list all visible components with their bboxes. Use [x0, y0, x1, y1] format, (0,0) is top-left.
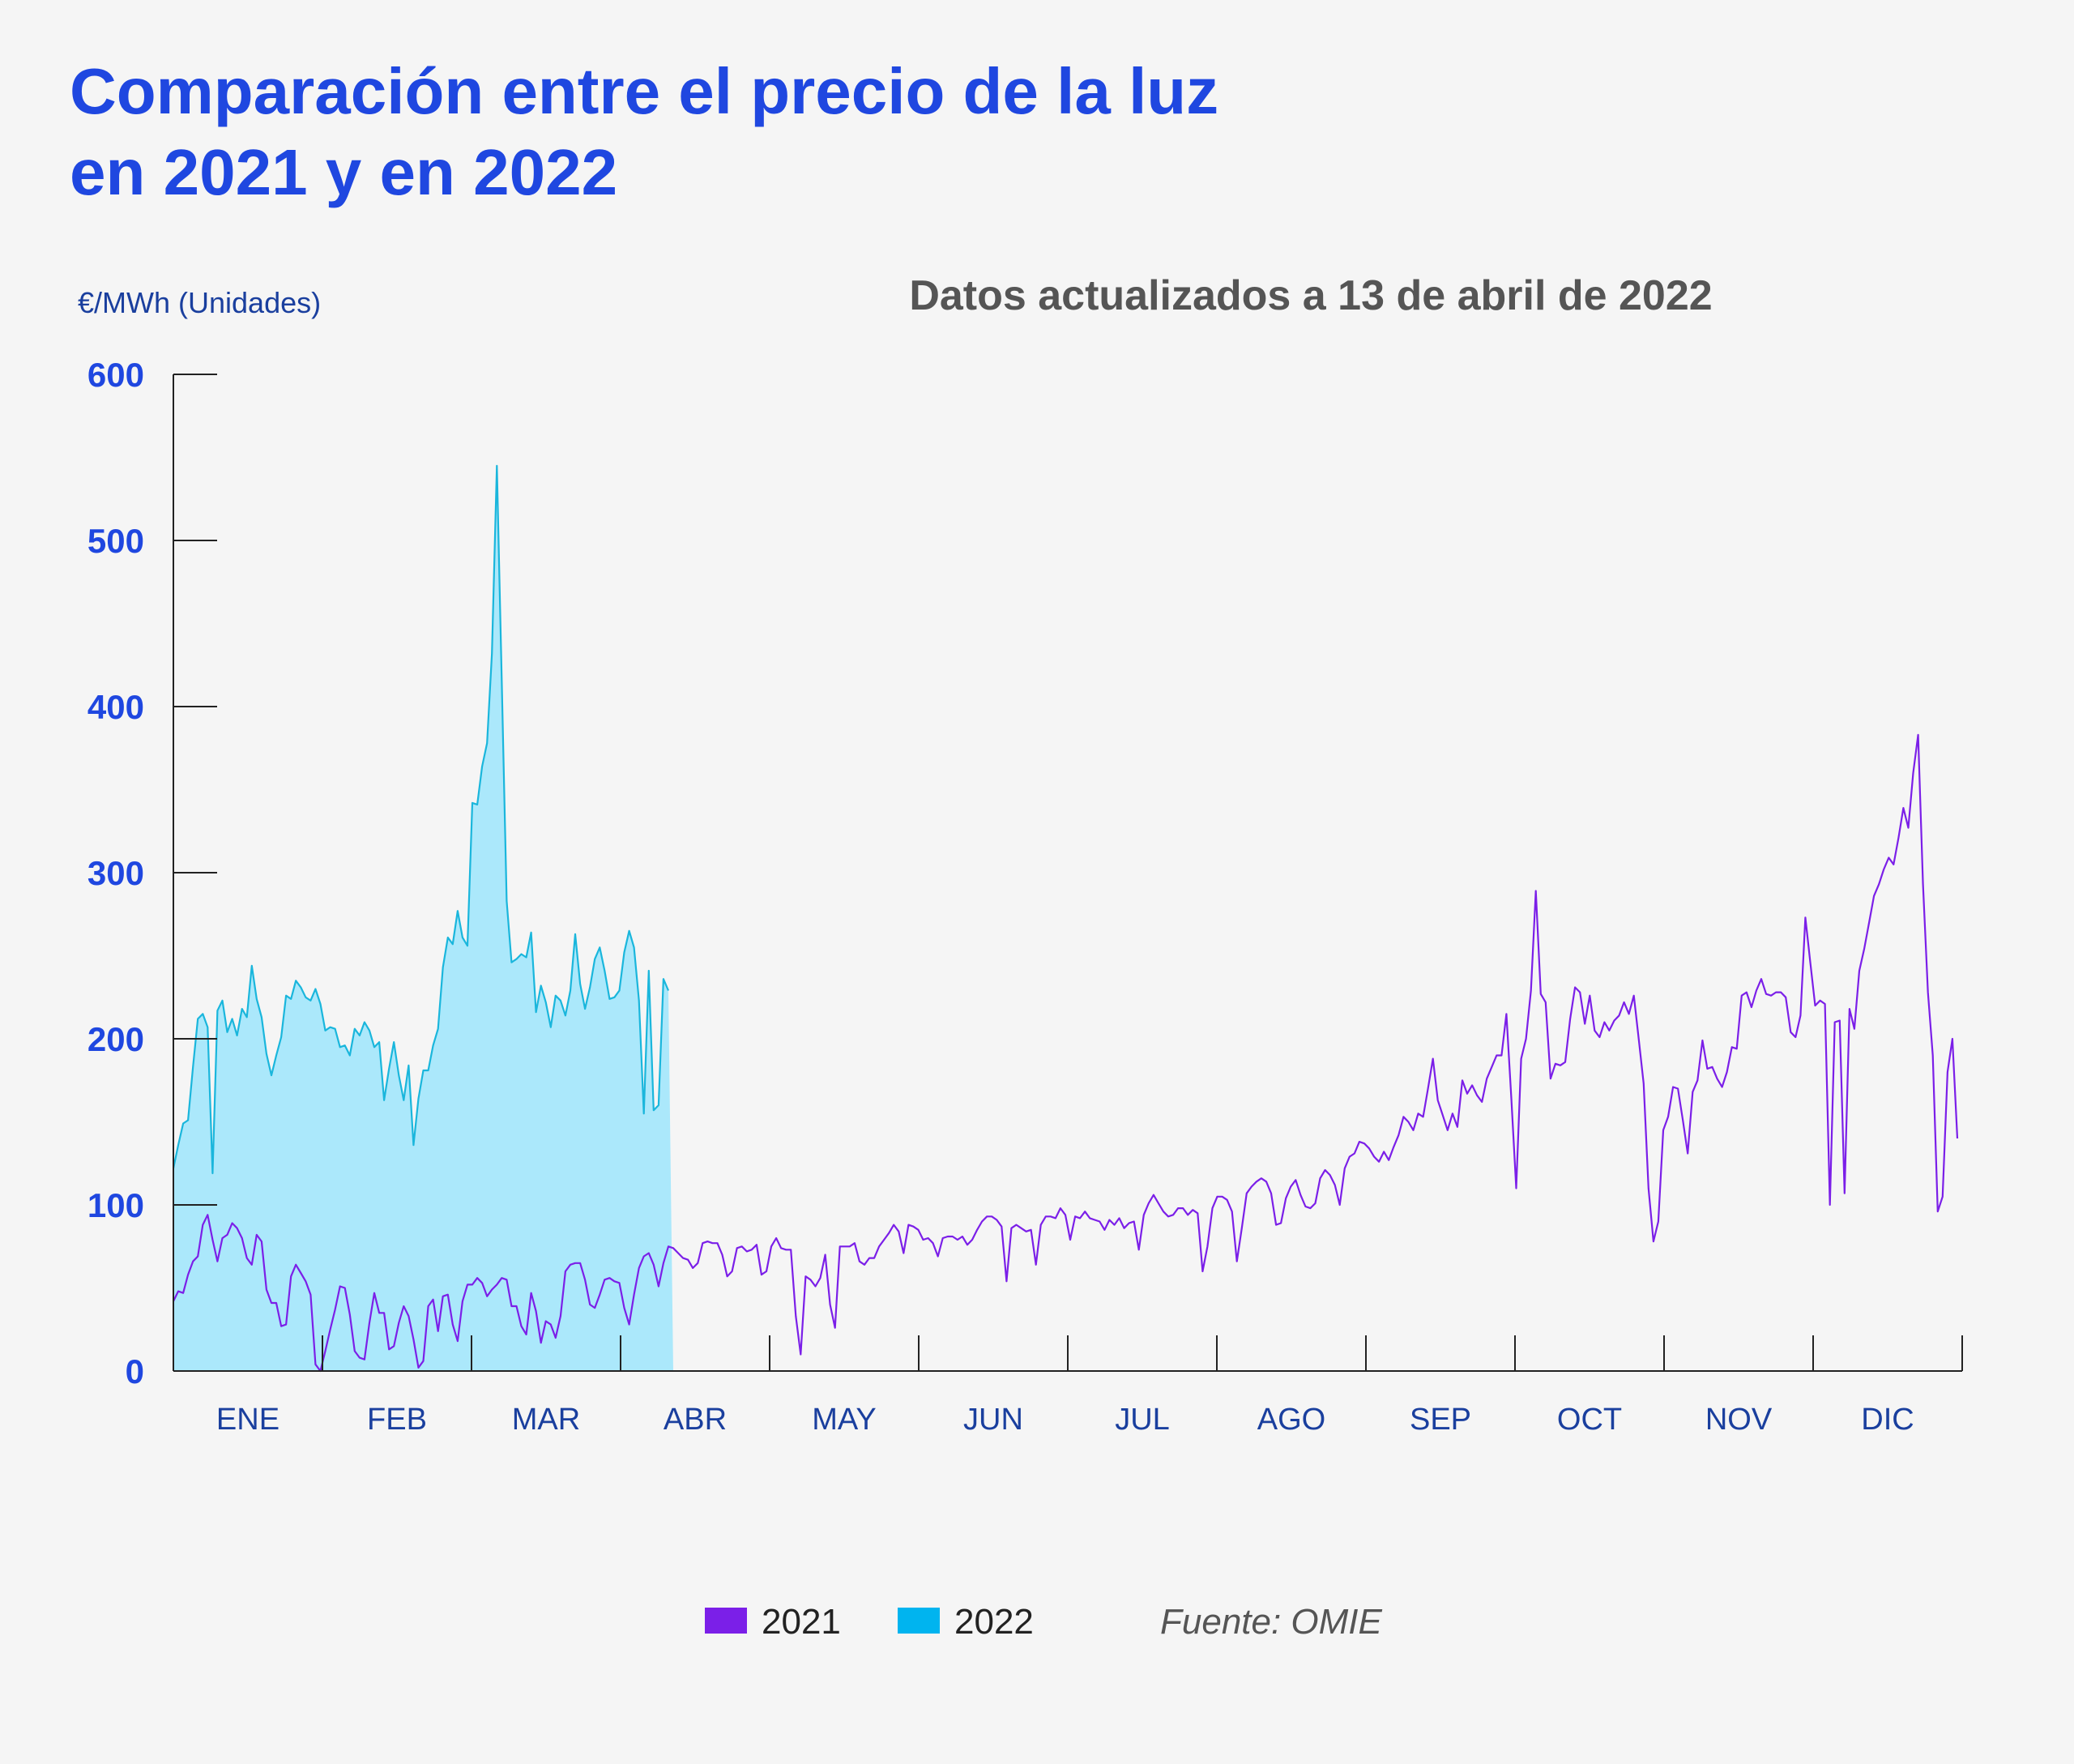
legend-label-2021: 2021: [762, 1602, 841, 1642]
x-tick-label: DIC: [1861, 1403, 1914, 1437]
series-2021-layer: [173, 733, 1959, 1373]
x-tick-label: MAR: [512, 1403, 580, 1437]
x-tick-label: OCT: [1557, 1403, 1622, 1437]
x-tick-label: JUL: [1115, 1403, 1170, 1437]
series-2022-layer: [172, 464, 673, 1371]
chart-subtitle: Datos actualizados a 13 de abril de 2022: [909, 272, 1712, 319]
y-axis-unit-label: €/MWh (Unidades): [78, 286, 321, 319]
x-tick-label: ENE: [216, 1403, 280, 1437]
y-tick-label: 300: [87, 854, 144, 892]
y-tick-label: 600: [87, 356, 144, 394]
x-tick-label: FEB: [367, 1403, 427, 1437]
series-2022-line: [172, 464, 670, 1175]
plot-area: 0 100 200 300 400 500 600 ENE FEB MAR ABR MAY JUN JU…: [87, 356, 1963, 1437]
legend-swatch-2022: [898, 1608, 940, 1634]
x-tick-label: JUN: [963, 1403, 1023, 1437]
x-tick-label: NOV: [1705, 1403, 1773, 1437]
series-2021-line: [173, 733, 1959, 1373]
source-note: Fuente: OMIE: [1160, 1602, 1383, 1642]
x-tick-layer: ENE FEB MAR ABR MAY JUN JUL AGO SEP OCT NOV DIC: [216, 1335, 1963, 1437]
x-tick-label: SEP: [1410, 1403, 1471, 1437]
y-tick-label: 400: [87, 688, 144, 726]
chart-title-line-2: en 2021 y en 2022: [70, 136, 617, 208]
y-tick-label: 500: [87, 522, 144, 560]
series-2022-area: [173, 465, 673, 1371]
x-tick-label: MAY: [812, 1403, 877, 1437]
y-tick-label: 200: [87, 1020, 144, 1058]
legend-label-2022: 2022: [954, 1602, 1034, 1642]
y-tick-label: 100: [87, 1186, 144, 1224]
y-tick-label: 0: [126, 1352, 144, 1390]
x-tick-label: AGO: [1257, 1403, 1325, 1437]
x-tick-label: ABR: [664, 1403, 727, 1437]
chart-title-line-1: Comparación entre el precio de la luz: [70, 55, 1218, 127]
legend: 2021 2022: [705, 1602, 1034, 1642]
y-tick-layer: 0 100 200 300 400 500 600: [87, 356, 217, 1390]
legend-swatch-2021: [705, 1608, 747, 1634]
